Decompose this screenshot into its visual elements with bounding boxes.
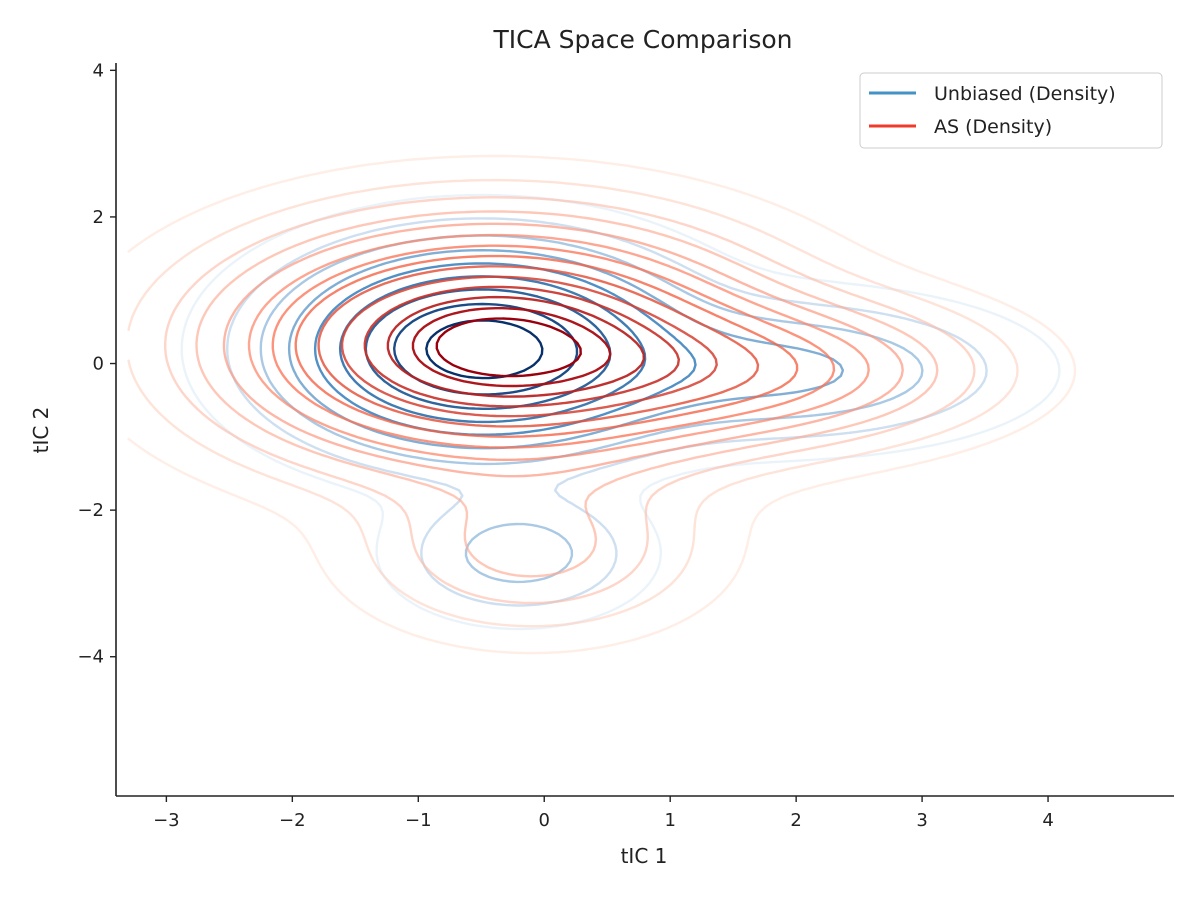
contour-level [180,193,1061,631]
x-tick-label: −3 [153,810,180,831]
chart-title: TICA Space Comparison [493,25,793,54]
legend-label-as: AS (Density) [934,116,1052,138]
contour-level [411,307,612,388]
contour-level [340,275,718,418]
legend: Unbiased (Density) AS (Density) [859,72,1163,149]
contour-level [363,285,680,408]
legend-label-unbiased: Unbiased (Density) [934,83,1116,105]
contour-series-unbiased [180,193,1061,631]
contour-level [127,178,1019,628]
x-tick-label: 1 [664,810,675,831]
legend-frame [859,72,1163,149]
y-axis-label: tIC 2 [29,407,53,454]
y-tick-label: 0 [93,354,104,375]
contour-level [127,154,1077,655]
contour-series-as [127,154,1077,655]
y-tick-label: 2 [93,207,104,228]
x-tick-label: 3 [916,810,927,831]
x-tick-label: 4 [1042,810,1053,831]
contour-level [435,317,582,378]
contour-level [226,217,988,607]
y-tick-label: −4 [77,647,104,668]
axes [115,63,1174,797]
x-ticks: −3 −2 −1 0 1 2 3 4 [153,796,1054,831]
contour-level [222,222,904,478]
x-tick-label: −1 [405,810,432,831]
density-contours [127,154,1077,655]
contour-level [195,210,939,578]
y-tick-label: −2 [77,500,104,521]
contour-level [294,254,799,438]
y-tick-label: 4 [93,60,104,81]
y-ticks: −4 −2 0 2 4 [77,60,116,668]
contour-level [317,265,760,428]
x-tick-label: 0 [539,810,550,831]
contour-level [247,233,870,461]
contour-level [386,295,645,398]
contour-level [271,244,836,449]
x-tick-label: −2 [279,810,306,831]
contour-level [425,319,544,380]
contour-level [164,196,976,605]
x-tick-label: 2 [790,810,801,831]
x-axis-label: tIC 1 [621,844,668,868]
